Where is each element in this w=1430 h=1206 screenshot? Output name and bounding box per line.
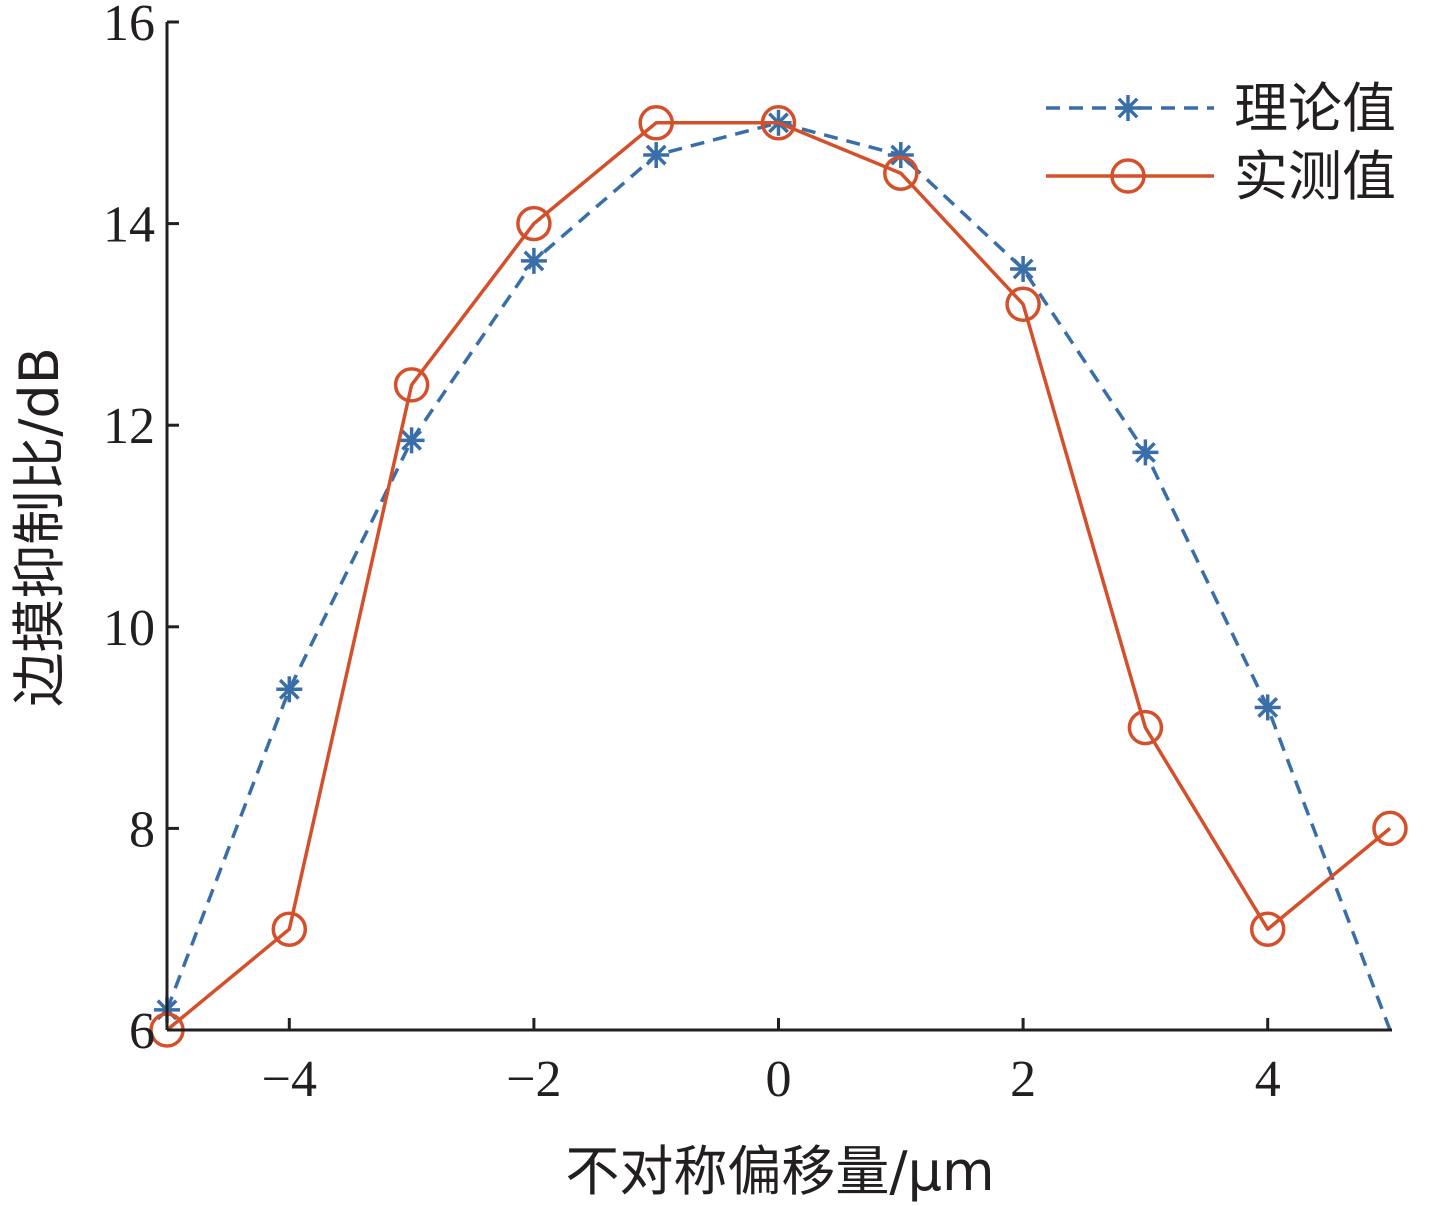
legend-item-1: 理论值 xyxy=(1046,77,1396,140)
series-2-point xyxy=(271,911,308,947)
series-2-point xyxy=(883,155,919,191)
y-axis-title: 边摸抑制比/dB xyxy=(8,347,71,707)
series-1 xyxy=(154,109,1392,1031)
series-1-line xyxy=(165,121,1392,1031)
y-tick-label: 12 xyxy=(103,398,155,455)
series-1-point xyxy=(1254,694,1281,721)
series-2 xyxy=(149,105,1408,1048)
series-1-point xyxy=(398,427,425,454)
legend-label: 实测值 xyxy=(1234,145,1396,208)
y-tick-label: 10 xyxy=(103,600,155,657)
legend-item-2: 实测值 xyxy=(1046,145,1396,208)
x-tick-label: 4 xyxy=(1255,1051,1281,1108)
legend-label: 理论值 xyxy=(1234,77,1396,140)
series-2-point xyxy=(1249,911,1286,947)
series-1-point xyxy=(643,142,670,169)
x-axis-title: 不对称偏移量/μm xyxy=(565,1140,994,1203)
series-2-point xyxy=(1372,810,1408,847)
series-1-point xyxy=(276,676,303,703)
series-2-point xyxy=(760,105,797,141)
plot-series xyxy=(149,105,1408,1048)
x-tick-label: −2 xyxy=(506,1051,561,1108)
series-1-point xyxy=(520,247,547,274)
ticks: −4 −2 0 2 4 6 8 10 12 14 16 xyxy=(103,0,1281,1108)
series-1-point xyxy=(1010,255,1037,282)
axes xyxy=(165,22,1392,1032)
y-tick-label: 6 xyxy=(129,1003,155,1060)
series-2-line xyxy=(165,121,1392,1032)
x-tick-label: −4 xyxy=(262,1051,317,1108)
series-2-point xyxy=(516,205,552,242)
y-tick-label: 14 xyxy=(103,197,155,254)
series-1-point xyxy=(887,142,914,169)
series-2-point xyxy=(393,367,430,403)
series-2-point xyxy=(1005,286,1041,322)
legend-marker xyxy=(1110,158,1146,194)
y-tick-label: 16 xyxy=(103,0,155,52)
series-2-point xyxy=(1127,709,1164,746)
x-tick-label: 2 xyxy=(1010,1051,1036,1108)
legend-marker xyxy=(1115,95,1141,121)
series-2-point xyxy=(638,105,674,141)
series-1-point xyxy=(1132,439,1159,466)
x-tick-label: 0 xyxy=(766,1051,792,1108)
y-tick-label: 8 xyxy=(129,801,155,858)
